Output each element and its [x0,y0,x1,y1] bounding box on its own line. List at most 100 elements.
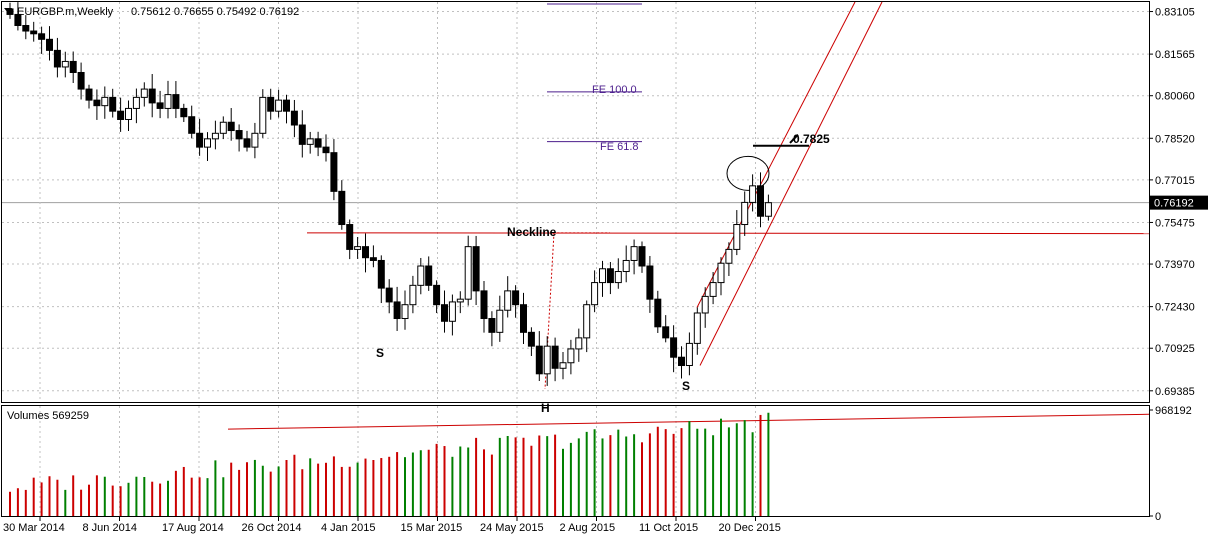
candle-body [306,138,314,145]
x-tick-label: 20 Dec 2015 [719,522,781,534]
candle-body [496,309,504,333]
x-tick-label: 2 Aug 2015 [560,522,616,534]
candle-body [599,268,606,284]
fe-61-8-label: FE 61.8 [600,141,639,153]
candle-body [77,71,85,90]
candle-body [180,107,188,118]
price-axis: 0.83105 0.81565 0.80060 0.78520 0.77015 0.754… [1149,7,1208,523]
candle-body [267,96,275,112]
y-tick-label: 0.73970 [1155,259,1195,271]
candle-body [472,246,480,292]
y-tick-label: 0.70925 [1155,343,1195,355]
candle-body [622,259,630,273]
candle-body [243,138,251,148]
candle-body [22,24,30,32]
candle-body [109,96,117,112]
candle-body [164,94,172,109]
candle-body [725,248,733,264]
candle-body [543,345,551,375]
current-price-tag [1150,195,1208,210]
candle-body [235,130,243,140]
y-tick-label: 0.81565 [1155,49,1195,61]
price-panel-frame [1,1,1150,403]
candle-body [441,304,448,322]
candlesticks [6,2,772,386]
candle-body [709,282,717,297]
x-tick-label: 11 Oct 2015 [639,522,698,534]
candle-body [433,284,441,306]
candle-body [448,301,456,322]
head-label: H [541,401,550,415]
right-shoulder-label: S [682,379,690,393]
candle-body [401,304,409,320]
candle-body [46,38,53,51]
candle-body [314,138,322,148]
candle-body [156,102,164,109]
candle-body [125,107,132,120]
x-tick-label: 26 Oct 2014 [242,522,302,534]
left-shoulder-label: S [376,346,384,360]
candle-body [520,304,527,333]
candle-body [693,312,701,344]
fe-100-label: FE 100.0 [592,84,637,96]
x-tick-label: 4 Jan 2015 [321,522,375,534]
candle-body [338,190,346,226]
candle-body [670,337,678,358]
candle-body [117,110,125,120]
candle-body [362,246,369,259]
candle-body [101,96,109,107]
y-tick-label: 0.75475 [1155,217,1195,229]
candle-body [701,295,709,314]
volume-label: Volumes 569259 [7,410,89,422]
candle-body [559,362,567,369]
candle-body [38,33,46,40]
channel-lower [696,1,856,308]
candle-body [606,268,614,284]
candle-body [409,284,417,306]
candle-body [283,99,290,112]
x-tick-label: 15 Mar 2015 [401,522,463,534]
candle-body [132,96,140,109]
candle-body [749,185,757,203]
candle-body [630,246,638,261]
grid [2,2,1149,516]
candle-body [654,298,662,328]
candle-body [61,60,69,68]
candle-body [14,13,22,26]
candle-body [733,224,741,250]
candle-body [685,342,693,367]
candle-body [393,301,401,320]
candle-body [251,132,259,148]
candle-body [417,265,425,286]
candle-body [512,290,520,306]
vol-y-tick-label: 0 [1155,511,1161,523]
annotations: Neckline 0.7825 FE 100.0 FE 61.8 S H S [376,84,830,415]
candle-body [464,246,472,300]
collapse-triangle-icon[interactable] [4,8,12,13]
candle-body [219,121,227,134]
candle-body [678,356,685,367]
channel-upper [699,1,883,366]
candle-body [575,337,583,350]
candle-body [488,318,496,333]
candle-body [504,290,512,311]
y-tick-label: 0.83105 [1155,7,1195,19]
vol-y-tick-label: 968192 [1155,405,1192,417]
candle-body [757,185,764,217]
y-tick-label: 0.72430 [1155,302,1195,314]
x-tick-label: 30 Mar 2014 [3,522,65,534]
candle-body [535,345,543,375]
ohlc-values: 0.75612 0.76655 0.75492 0.76192 [131,6,299,18]
candle-body [717,262,725,284]
candle-body [53,49,61,68]
candle-body [369,257,377,261]
candle-body [204,138,211,148]
candle-body [591,282,599,306]
x-tick-label: 8 Jun 2014 [83,522,137,534]
y-tick-label: 0.80060 [1155,91,1195,103]
candle-body [480,290,488,320]
volume-bars [9,412,770,516]
candle-body [188,116,196,134]
candle-body [377,259,385,289]
